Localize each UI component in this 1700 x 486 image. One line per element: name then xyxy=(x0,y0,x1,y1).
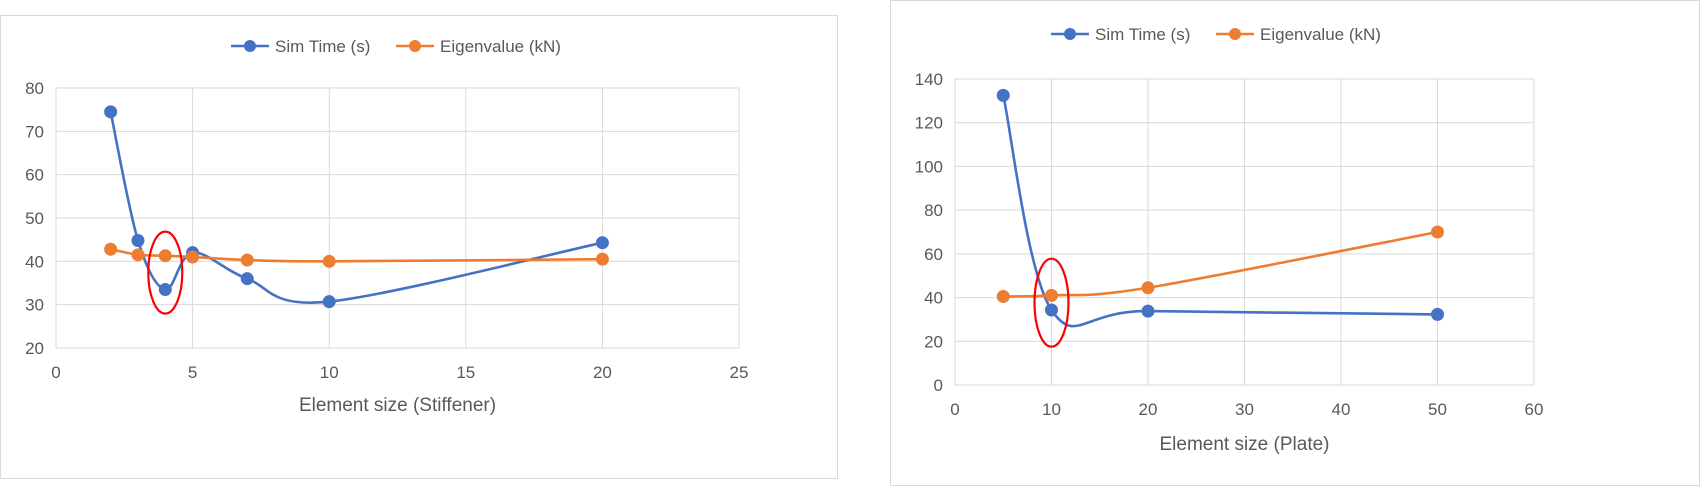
y-tick-label: 120 xyxy=(915,114,943,133)
chart-plate-svg: 0 20 40 60 80 100 120 140 0 10 20 30 40 50 60 Element s… xyxy=(915,25,1544,455)
y-tick-label: 30 xyxy=(25,296,44,315)
highlight-ellipse xyxy=(147,230,184,315)
x-tick-label: 15 xyxy=(456,363,475,382)
y-tick-label: 80 xyxy=(25,79,44,98)
data-point xyxy=(158,283,172,296)
data-point xyxy=(996,88,1010,102)
y-tick-label: 0 xyxy=(934,376,943,395)
y-tick-label: 50 xyxy=(25,209,44,228)
data-point xyxy=(1431,307,1444,321)
legend-label: Eigenvalue (kN) xyxy=(440,37,561,56)
data-point xyxy=(1045,288,1058,302)
x-tick-label: 30 xyxy=(1235,400,1254,419)
legend: Sim Time (s) Eigenvalue (kN) xyxy=(231,37,561,56)
data-point xyxy=(1431,225,1444,239)
x-tick-label: 0 xyxy=(950,400,959,419)
data-point xyxy=(322,295,336,309)
data-point xyxy=(186,250,200,264)
y-tick-label: 100 xyxy=(915,157,943,176)
x-tick-label: 10 xyxy=(320,363,339,382)
y-tick-label: 140 xyxy=(915,70,943,89)
x-tick-label: 20 xyxy=(593,363,612,382)
data-point xyxy=(1141,281,1155,295)
legend-marker xyxy=(1229,28,1241,40)
data-point xyxy=(240,272,254,286)
data-point xyxy=(131,248,145,262)
data-point xyxy=(131,234,145,248)
x-tick-label: 5 xyxy=(188,363,197,382)
data-point xyxy=(240,253,254,267)
y-tick-label: 40 xyxy=(924,289,943,308)
series-line xyxy=(1002,95,1438,328)
data-point xyxy=(1141,304,1155,318)
data-point xyxy=(322,254,336,268)
x-tick-label: 60 xyxy=(1525,400,1544,419)
x-tick-label: 10 xyxy=(1042,400,1061,419)
data-point xyxy=(104,242,118,256)
legend: Sim Time (s) Eigenvalue (kN) xyxy=(1051,25,1381,44)
y-tick-label: 80 xyxy=(924,201,943,220)
y-tick-label: 60 xyxy=(924,245,943,264)
legend-marker xyxy=(244,40,256,52)
chart-stiffener-svg: 20 30 40 50 60 70 80 0 5 10 15 20 25 Element size (St… xyxy=(25,37,749,416)
legend-label: Sim Time (s) xyxy=(1095,25,1190,44)
chart-stiffener: 20 30 40 50 60 70 80 0 5 10 15 20 25 Element size (St… xyxy=(0,15,838,479)
data-point xyxy=(158,249,172,263)
data-point xyxy=(595,236,609,250)
x-tick-label: 0 xyxy=(51,363,60,382)
x-tick-label: 20 xyxy=(1139,400,1158,419)
y-tick-label: 20 xyxy=(924,332,943,351)
x-axis-title: Element size (Stiffener) xyxy=(299,395,496,416)
data-point xyxy=(996,289,1010,303)
y-tick-label: 20 xyxy=(25,339,44,358)
data-point xyxy=(104,105,118,119)
legend-marker xyxy=(409,40,421,52)
y-tick-label: 60 xyxy=(25,166,44,185)
legend-label: Eigenvalue (kN) xyxy=(1260,25,1381,44)
x-tick-label: 50 xyxy=(1428,400,1447,419)
x-axis-title: Element size (Plate) xyxy=(1159,434,1329,455)
chart-plate: 0 20 40 60 80 100 120 140 0 10 20 30 40 50 60 Element s… xyxy=(890,0,1700,486)
x-tick-label: 25 xyxy=(730,363,749,382)
y-tick-label: 40 xyxy=(25,252,44,271)
legend-label: Sim Time (s) xyxy=(275,37,370,56)
x-tick-label: 40 xyxy=(1332,400,1351,419)
highlight-ellipse xyxy=(1033,257,1070,348)
y-tick-label: 70 xyxy=(25,122,44,141)
data-point xyxy=(1045,303,1058,317)
series-line xyxy=(109,111,603,304)
legend-marker xyxy=(1064,28,1076,40)
data-point xyxy=(595,252,609,266)
